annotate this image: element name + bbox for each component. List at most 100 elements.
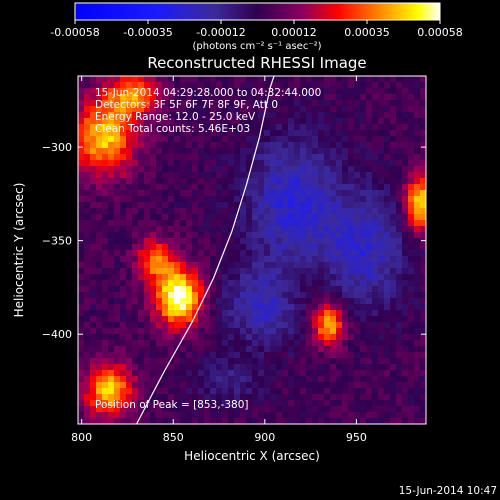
heatmap-cell	[144, 100, 151, 107]
heatmap-cell	[234, 244, 241, 251]
heatmap-cell	[96, 100, 103, 107]
heatmap-cell	[300, 322, 307, 329]
heatmap-cell	[222, 256, 229, 263]
heatmap-cell	[402, 124, 409, 131]
heatmap-cell	[330, 406, 337, 413]
heatmap-cell	[186, 382, 193, 389]
heatmap-cell	[210, 76, 217, 83]
heatmap-cell	[420, 142, 426, 149]
heatmap-cell	[210, 364, 217, 371]
heatmap-cell	[360, 112, 367, 119]
heatmap-cell	[390, 166, 397, 173]
heatmap-cell	[312, 124, 319, 131]
heatmap-cell	[306, 364, 313, 371]
heatmap-cell	[252, 334, 259, 341]
heatmap-cell	[300, 400, 307, 407]
heatmap-cell	[240, 262, 247, 269]
heatmap-cell	[408, 88, 415, 95]
heatmap-cell	[324, 370, 331, 377]
heatmap-cell	[192, 418, 199, 424]
heatmap-cell	[216, 178, 223, 185]
heatmap-cell	[414, 112, 421, 119]
heatmap-cell	[114, 88, 121, 95]
heatmap-cell	[78, 112, 85, 119]
heatmap-cell	[192, 178, 199, 185]
heatmap-cell	[78, 394, 85, 401]
heatmap-cell	[138, 112, 145, 119]
heatmap-cell	[420, 148, 426, 155]
heatmap-cell	[228, 328, 235, 335]
heatmap-cell	[222, 268, 229, 275]
heatmap-cell	[228, 196, 235, 203]
heatmap-cell	[180, 202, 187, 209]
heatmap-cell	[210, 124, 217, 131]
heatmap-cell	[168, 394, 175, 401]
heatmap-cell	[360, 352, 367, 359]
heatmap-cell	[222, 226, 229, 233]
heatmap-cell	[234, 280, 241, 287]
heatmap-cell	[378, 394, 385, 401]
heatmap-cell	[222, 94, 229, 101]
heatmap-cell	[156, 268, 163, 275]
heatmap-cell	[408, 364, 415, 371]
heatmap-cell	[372, 352, 379, 359]
heatmap-cell	[294, 94, 301, 101]
heatmap-cell	[126, 166, 133, 173]
heatmap-cell	[342, 298, 349, 305]
heatmap-cell	[78, 184, 85, 191]
heatmap-cell	[366, 118, 373, 125]
heatmap-cell	[312, 214, 319, 221]
heatmap-cell	[300, 280, 307, 287]
heatmap-cell	[324, 376, 331, 383]
heatmap-cell	[354, 280, 361, 287]
heatmap-cell	[270, 250, 277, 257]
heatmap-cell	[78, 268, 85, 275]
heatmap-cell	[162, 358, 169, 365]
heatmap-cell	[270, 154, 277, 161]
heatmap-cell	[246, 160, 253, 167]
heatmap-cell	[150, 340, 157, 347]
heatmap-cell	[246, 292, 253, 299]
heatmap-cell	[114, 196, 121, 203]
heatmap-cell	[414, 238, 421, 245]
heatmap-cell	[420, 250, 426, 257]
heatmap-cell	[258, 100, 265, 107]
heatmap-cell	[222, 112, 229, 119]
heatmap-cell	[402, 130, 409, 137]
heatmap-cell	[342, 364, 349, 371]
heatmap-cell	[306, 250, 313, 257]
heatmap-cell	[216, 124, 223, 131]
heatmap-cell	[252, 220, 259, 227]
heatmap-cell	[78, 202, 85, 209]
heatmap-cell	[114, 220, 121, 227]
heatmap-cell	[174, 418, 181, 424]
heatmap-cell	[276, 196, 283, 203]
heatmap-cell	[384, 286, 391, 293]
heatmap-cell	[360, 358, 367, 365]
heatmap-cell	[414, 286, 421, 293]
heatmap-cell	[324, 298, 331, 305]
heatmap-cell	[174, 196, 181, 203]
heatmap-cell	[264, 316, 271, 323]
heatmap-cell	[78, 136, 85, 143]
heatmap-cell	[192, 268, 199, 275]
heatmap-cell	[294, 124, 301, 131]
heatmap-cell	[138, 262, 145, 269]
heatmap-cell	[144, 334, 151, 341]
heatmap-cell	[366, 76, 373, 83]
heatmap-cell	[264, 184, 271, 191]
heatmap-cell	[234, 178, 241, 185]
heatmap-cell	[384, 118, 391, 125]
heatmap-cell	[318, 262, 325, 269]
heatmap-cell	[198, 88, 205, 95]
heatmap-cell	[414, 382, 421, 389]
heatmap-cell	[330, 274, 337, 281]
heatmap-cell	[408, 316, 415, 323]
heatmap-cell	[348, 226, 355, 233]
heatmap-cell	[306, 280, 313, 287]
heatmap-cell	[402, 328, 409, 335]
heatmap-cell	[378, 406, 385, 413]
heatmap-cell	[264, 232, 271, 239]
heatmap-cell	[294, 256, 301, 263]
heatmap-cell	[390, 328, 397, 335]
